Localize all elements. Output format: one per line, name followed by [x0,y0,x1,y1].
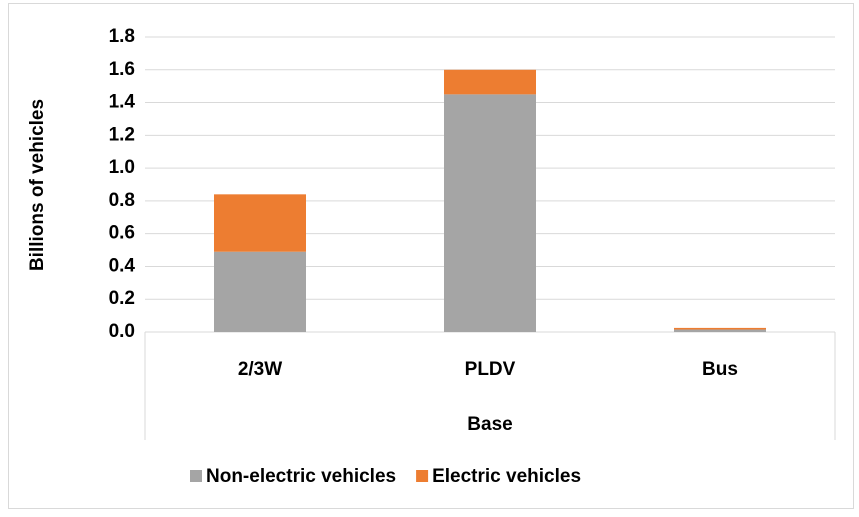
y-tick-label: 1.8 [109,26,135,47]
legend-swatch [416,470,429,482]
x-tick-label: Bus [702,359,738,380]
bar-segment [674,327,766,330]
y-tick-label: 0.6 [109,223,135,244]
y-tick-label: 1.6 [109,59,135,80]
bar-segment [214,194,306,252]
legend-swatch [190,470,202,482]
x-tick-label: PLDV [465,359,516,380]
x-group-label: Base [467,414,512,435]
bar-segment [444,69,536,95]
legend-label: Non-electric vehicles [206,466,396,487]
y-tick-label: 0.8 [109,190,135,211]
bar-segment [674,329,766,332]
chart-border [8,3,854,509]
bar-segment [214,251,306,332]
y-tick-label: 1.4 [109,92,136,113]
y-tick-label: 1.0 [109,157,135,178]
legend-label: Electric vehicles [432,466,581,487]
y-tick-label: 0.0 [109,321,135,342]
y-tick-label: 1.2 [109,124,135,145]
y-tick-label: 0.4 [109,255,136,276]
y-tick-label: 0.2 [109,288,135,309]
x-tick-label: 2/3W [238,359,282,380]
y-axis-label: Billions of vehicles [27,99,48,271]
bar-segment [444,94,536,332]
